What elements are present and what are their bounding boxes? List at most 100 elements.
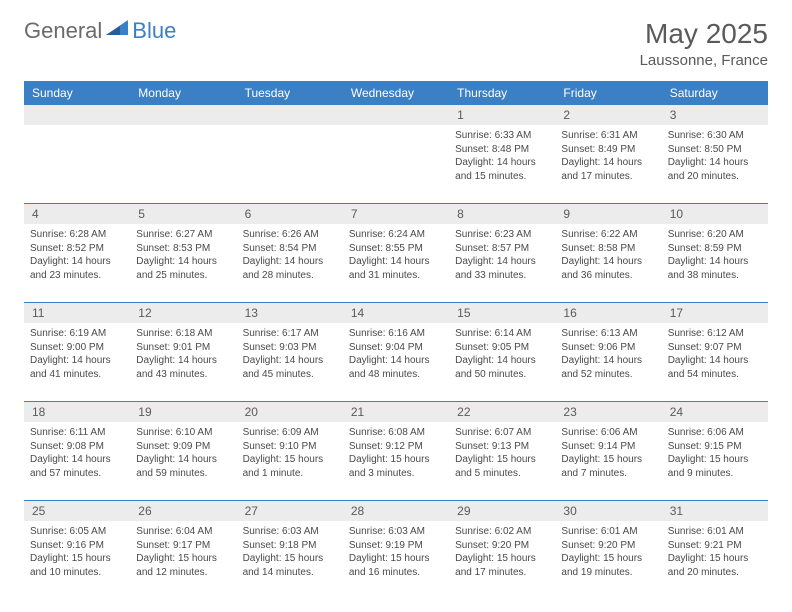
day-detail-line: Sunset: 9:00 PM	[30, 341, 124, 355]
day-detail-line: and 17 minutes.	[455, 566, 549, 580]
day-detail-line: Sunset: 8:55 PM	[349, 242, 443, 256]
day-detail-line: Sunrise: 6:18 AM	[136, 327, 230, 341]
day-detail-line: and 14 minutes.	[243, 566, 337, 580]
day-cell: Sunrise: 6:01 AMSunset: 9:20 PMDaylight:…	[555, 521, 661, 599]
day-detail-line: Daylight: 14 hours	[136, 255, 230, 269]
day-detail-line: and 38 minutes.	[668, 269, 762, 283]
day-detail-line: Daylight: 14 hours	[136, 453, 230, 467]
day-cell: Sunrise: 6:03 AMSunset: 9:19 PMDaylight:…	[343, 521, 449, 599]
day-cell: Sunrise: 6:17 AMSunset: 9:03 PMDaylight:…	[237, 323, 343, 401]
day-number: 15	[449, 303, 555, 323]
day-detail-line: Daylight: 15 hours	[349, 552, 443, 566]
day-number	[237, 105, 343, 125]
day-detail-line: and 19 minutes.	[561, 566, 655, 580]
week-row: Sunrise: 6:19 AMSunset: 9:00 PMDaylight:…	[24, 323, 768, 401]
day-header: Thursday	[449, 81, 555, 105]
day-detail-line: and 59 minutes.	[136, 467, 230, 481]
day-cell: Sunrise: 6:31 AMSunset: 8:49 PMDaylight:…	[555, 125, 661, 203]
day-detail-line: and 25 minutes.	[136, 269, 230, 283]
day-detail-line: and 5 minutes.	[455, 467, 549, 481]
day-detail-line: Daylight: 14 hours	[668, 354, 762, 368]
day-detail-line: Sunrise: 6:07 AM	[455, 426, 549, 440]
day-detail-line: Sunrise: 6:01 AM	[561, 525, 655, 539]
day-detail-line: Sunset: 9:20 PM	[561, 539, 655, 553]
day-header: Tuesday	[237, 81, 343, 105]
day-detail-line: and 50 minutes.	[455, 368, 549, 382]
weeks-container: 123Sunrise: 6:33 AMSunset: 8:48 PMDaylig…	[24, 105, 768, 599]
day-number: 10	[662, 204, 768, 224]
day-detail-line: and 48 minutes.	[349, 368, 443, 382]
day-cell: Sunrise: 6:06 AMSunset: 9:14 PMDaylight:…	[555, 422, 661, 500]
day-number: 13	[237, 303, 343, 323]
month-title: May 2025	[640, 18, 768, 50]
day-detail-line: Sunset: 9:06 PM	[561, 341, 655, 355]
day-number: 2	[555, 105, 661, 125]
day-detail-line: Sunset: 8:54 PM	[243, 242, 337, 256]
day-cell: Sunrise: 6:14 AMSunset: 9:05 PMDaylight:…	[449, 323, 555, 401]
day-detail-line: Sunset: 9:08 PM	[30, 440, 124, 454]
day-detail-line: Sunrise: 6:02 AM	[455, 525, 549, 539]
day-detail-line: Daylight: 14 hours	[30, 255, 124, 269]
day-detail-line: Sunrise: 6:17 AM	[243, 327, 337, 341]
day-cell: Sunrise: 6:04 AMSunset: 9:17 PMDaylight:…	[130, 521, 236, 599]
day-cell: Sunrise: 6:30 AMSunset: 8:50 PMDaylight:…	[662, 125, 768, 203]
day-number: 21	[343, 402, 449, 422]
day-detail-line: Sunset: 9:09 PM	[136, 440, 230, 454]
day-cell: Sunrise: 6:22 AMSunset: 8:58 PMDaylight:…	[555, 224, 661, 302]
day-detail-line: Sunrise: 6:12 AM	[668, 327, 762, 341]
day-cell: Sunrise: 6:24 AMSunset: 8:55 PMDaylight:…	[343, 224, 449, 302]
day-detail-line: Sunrise: 6:33 AM	[455, 129, 549, 143]
day-cell	[237, 125, 343, 203]
day-detail-line: Sunset: 8:58 PM	[561, 242, 655, 256]
day-cell: Sunrise: 6:18 AMSunset: 9:01 PMDaylight:…	[130, 323, 236, 401]
day-detail-line: Daylight: 14 hours	[561, 255, 655, 269]
week-row: Sunrise: 6:33 AMSunset: 8:48 PMDaylight:…	[24, 125, 768, 203]
day-detail-line: and 20 minutes.	[668, 566, 762, 580]
day-detail-line: Daylight: 14 hours	[455, 255, 549, 269]
day-detail-line: Sunrise: 6:20 AM	[668, 228, 762, 242]
day-detail-line: Daylight: 15 hours	[30, 552, 124, 566]
day-number: 23	[555, 402, 661, 422]
day-cell: Sunrise: 6:05 AMSunset: 9:16 PMDaylight:…	[24, 521, 130, 599]
logo: General Blue	[24, 18, 176, 44]
day-detail-line: Daylight: 14 hours	[561, 156, 655, 170]
day-detail-line: Daylight: 15 hours	[455, 453, 549, 467]
day-detail-line: Sunset: 9:01 PM	[136, 341, 230, 355]
day-detail-line: Daylight: 14 hours	[349, 255, 443, 269]
day-detail-line: and 16 minutes.	[349, 566, 443, 580]
day-detail-line: Sunrise: 6:06 AM	[561, 426, 655, 440]
day-cell: Sunrise: 6:19 AMSunset: 9:00 PMDaylight:…	[24, 323, 130, 401]
day-detail-line: and 43 minutes.	[136, 368, 230, 382]
day-detail-line: Sunrise: 6:03 AM	[349, 525, 443, 539]
day-detail-line: Daylight: 14 hours	[668, 156, 762, 170]
day-detail-line: Sunrise: 6:27 AM	[136, 228, 230, 242]
day-detail-line: and 28 minutes.	[243, 269, 337, 283]
day-detail-line: Sunrise: 6:06 AM	[668, 426, 762, 440]
day-cell: Sunrise: 6:02 AMSunset: 9:20 PMDaylight:…	[449, 521, 555, 599]
day-detail-line: Daylight: 14 hours	[349, 354, 443, 368]
day-detail-line: Sunrise: 6:19 AM	[30, 327, 124, 341]
calendar: Sunday Monday Tuesday Wednesday Thursday…	[24, 81, 768, 599]
day-detail-line: Daylight: 14 hours	[455, 156, 549, 170]
logo-text-gray: General	[24, 18, 102, 44]
day-detail-line: and 23 minutes.	[30, 269, 124, 283]
day-detail-line: and 36 minutes.	[561, 269, 655, 283]
day-detail-line: Daylight: 14 hours	[30, 354, 124, 368]
day-number: 20	[237, 402, 343, 422]
day-number: 18	[24, 402, 130, 422]
day-detail-line: and 7 minutes.	[561, 467, 655, 481]
day-detail-line: Daylight: 14 hours	[30, 453, 124, 467]
day-cell	[130, 125, 236, 203]
day-detail-line: Sunset: 9:17 PM	[136, 539, 230, 553]
day-detail-line: Sunset: 9:13 PM	[455, 440, 549, 454]
day-detail-line: Sunrise: 6:01 AM	[668, 525, 762, 539]
day-detail-line: Sunset: 8:48 PM	[455, 143, 549, 157]
day-cell: Sunrise: 6:28 AMSunset: 8:52 PMDaylight:…	[24, 224, 130, 302]
day-number: 1	[449, 105, 555, 125]
day-number: 5	[130, 204, 236, 224]
day-number: 12	[130, 303, 236, 323]
daynum-row: 45678910	[24, 203, 768, 224]
daynum-row: 11121314151617	[24, 302, 768, 323]
day-cell: Sunrise: 6:33 AMSunset: 8:48 PMDaylight:…	[449, 125, 555, 203]
day-detail-line: Sunset: 9:05 PM	[455, 341, 549, 355]
